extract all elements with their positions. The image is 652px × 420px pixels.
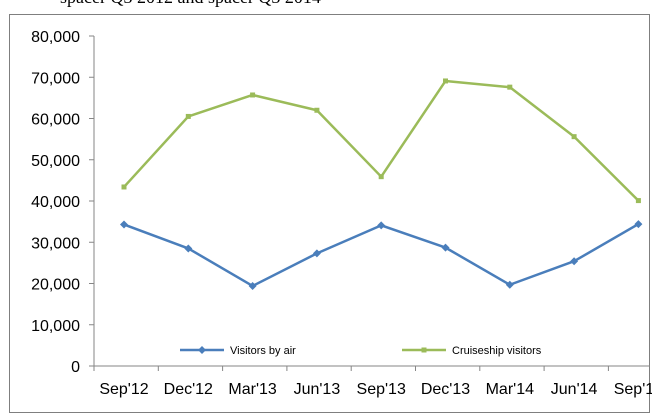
series-2: [121, 78, 641, 204]
series-line: [123, 79, 640, 202]
legend-label: Visitors by air: [230, 345, 296, 357]
y-tick-label: 70,000: [31, 70, 80, 87]
y-tick-label: 40,000: [31, 194, 80, 211]
x-tick-label: Sep'14: [614, 381, 652, 398]
x-tick-label: Dec'13: [421, 381, 470, 398]
legend-item: Cruiseship visitors: [402, 345, 542, 357]
data-point-marker: [314, 107, 320, 113]
legend-marker: [421, 347, 427, 353]
data-point-marker: [570, 257, 579, 266]
data-point-marker: [443, 78, 448, 84]
legend-item: Visitors by air: [180, 345, 296, 357]
clipped-caption: spacer Q3 2012 and spacer Q3 2014: [0, 0, 652, 10]
y-tick-label: 60,000: [31, 112, 80, 129]
data-point-marker: [441, 243, 450, 252]
x-tick-label: Dec'12: [164, 381, 213, 398]
x-tick-label: Mar'14: [486, 381, 535, 398]
data-point-marker: [184, 244, 193, 253]
data-point-marker: [120, 220, 128, 229]
legend-marker: [198, 346, 206, 354]
y-tick-label: 50,000: [31, 153, 80, 170]
x-tick-label: Sep'12: [99, 381, 148, 398]
series-line: [123, 223, 640, 288]
data-point-marker: [377, 221, 386, 230]
data-point-marker: [634, 220, 643, 229]
data-point-marker: [248, 281, 257, 290]
y-tick-label: 0: [71, 359, 80, 376]
data-point-marker: [121, 184, 127, 190]
y-tick-label: 20,000: [31, 277, 80, 294]
data-point-marker: [507, 84, 513, 90]
series-1: [120, 220, 643, 290]
x-tick-label: Sep'13: [357, 381, 406, 398]
data-point-marker: [378, 174, 384, 180]
chart-border: [9, 14, 650, 413]
x-tick-label: Jun'13: [294, 381, 341, 398]
data-point-marker: [250, 92, 256, 98]
data-point-marker: [505, 280, 514, 289]
y-tick-label: 10,000: [31, 318, 80, 335]
legend-label: Cruiseship visitors: [452, 345, 542, 357]
data-point-marker: [571, 134, 577, 140]
clipped-caption-text: spacer Q3 2012 and spacer Q3 2014: [60, 0, 321, 8]
y-tick-label: 30,000: [31, 235, 80, 252]
x-tick-label: Jun'14: [551, 381, 598, 398]
x-tick-label: Mar'13: [228, 381, 277, 398]
data-point-marker: [185, 113, 191, 119]
y-tick-label: 80,000: [31, 29, 80, 46]
data-point-marker: [635, 198, 641, 204]
data-point-marker: [312, 249, 321, 258]
